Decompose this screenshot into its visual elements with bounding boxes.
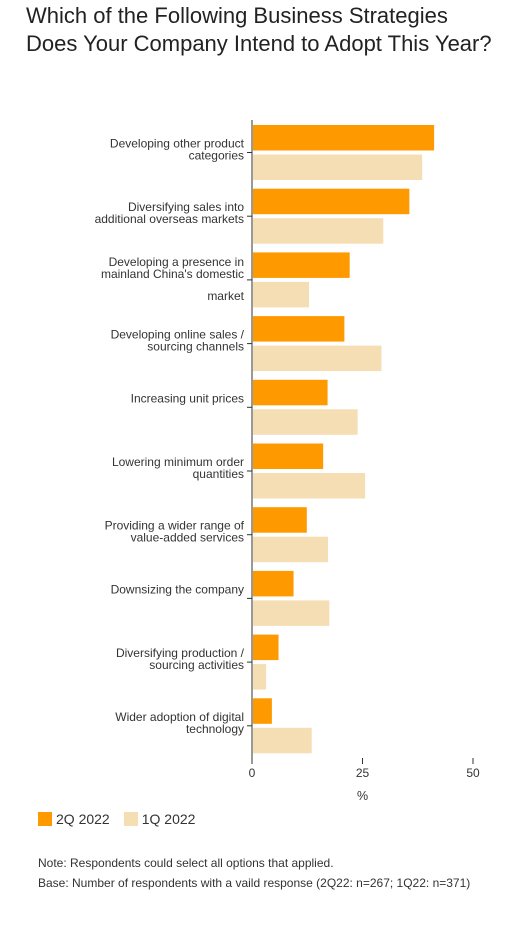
bar-1q-2022-9 [253, 727, 312, 754]
category-label-0: Developing other product categories [110, 137, 245, 163]
category-label-5: Lowering minimum order quantities [112, 455, 244, 481]
bar-1q-2022-6 [253, 536, 329, 563]
bar-1q-2022-8 [253, 664, 267, 690]
legend-item-1q-2022[interactable]: 1Q 2022 [123, 811, 196, 827]
legend-swatch-2q-2022 [38, 812, 52, 826]
bar-1q-2022-3 [253, 345, 382, 372]
category-label-2: Developing a presence in mainland China's… [101, 255, 245, 303]
bar-1q-2022-2 [253, 281, 310, 308]
category-label-3: Developing online sales / sourcing channe… [111, 328, 245, 354]
legend: 2Q 2022 1Q 2022 [38, 811, 209, 827]
bar-2q-2022-2 [253, 252, 350, 278]
x-tick-label: 50 [466, 766, 480, 780]
bar-2q-2022-3 [253, 316, 345, 342]
bar-1q-2022-1 [253, 218, 384, 244]
x-tick-label: 25 [356, 766, 370, 780]
x-axis-title: % [357, 789, 368, 803]
bar-2q-2022-6 [253, 507, 307, 533]
legend-label-1q-2022: 1Q 2022 [141, 811, 196, 827]
category-label-1: Diversifying sales into additional overse… [95, 200, 245, 226]
bar-2q-2022-0 [253, 125, 435, 151]
note-text: Note: Respondents could select all optio… [38, 856, 334, 870]
bar-chart: Developing other product categories Divers… [95, 120, 480, 803]
bar-2q-2022-5 [253, 443, 324, 469]
bar-2q-2022-1 [253, 188, 410, 215]
category-label-6: Providing a wider range of value-added se… [105, 519, 245, 545]
category-label-8: Diversifying production / sourcing activi… [116, 646, 245, 672]
legend-swatch-1q-2022 [123, 812, 138, 826]
bar-1q-2022-5 [253, 473, 366, 499]
bar-1q-2022-7 [253, 600, 330, 626]
chart-title: Which of the Following Business Strategi… [26, 3, 492, 56]
chart-notes: Note: Respondents could select all optio… [38, 853, 478, 893]
legend-item-2q-2022[interactable]: 2Q 2022 [38, 811, 110, 827]
bar-1q-2022-0 [253, 154, 423, 180]
bar-2q-2022-9 [253, 698, 272, 724]
category-label-9: Wider adoption of digital technology [115, 710, 244, 736]
base-text: Base: Number of respondents with a vaild… [38, 876, 471, 890]
category-label-7: Downsizing the company [111, 582, 244, 596]
x-tick-label: 0 [249, 766, 256, 780]
bar-2q-2022-4 [253, 379, 328, 406]
category-label-4: Increasing unit prices [131, 391, 244, 405]
legend-label-2q-2022: 2Q 2022 [56, 811, 110, 827]
bar-2q-2022-7 [253, 570, 294, 597]
bar-1q-2022-4 [253, 409, 358, 435]
bar-2q-2022-8 [253, 634, 279, 661]
